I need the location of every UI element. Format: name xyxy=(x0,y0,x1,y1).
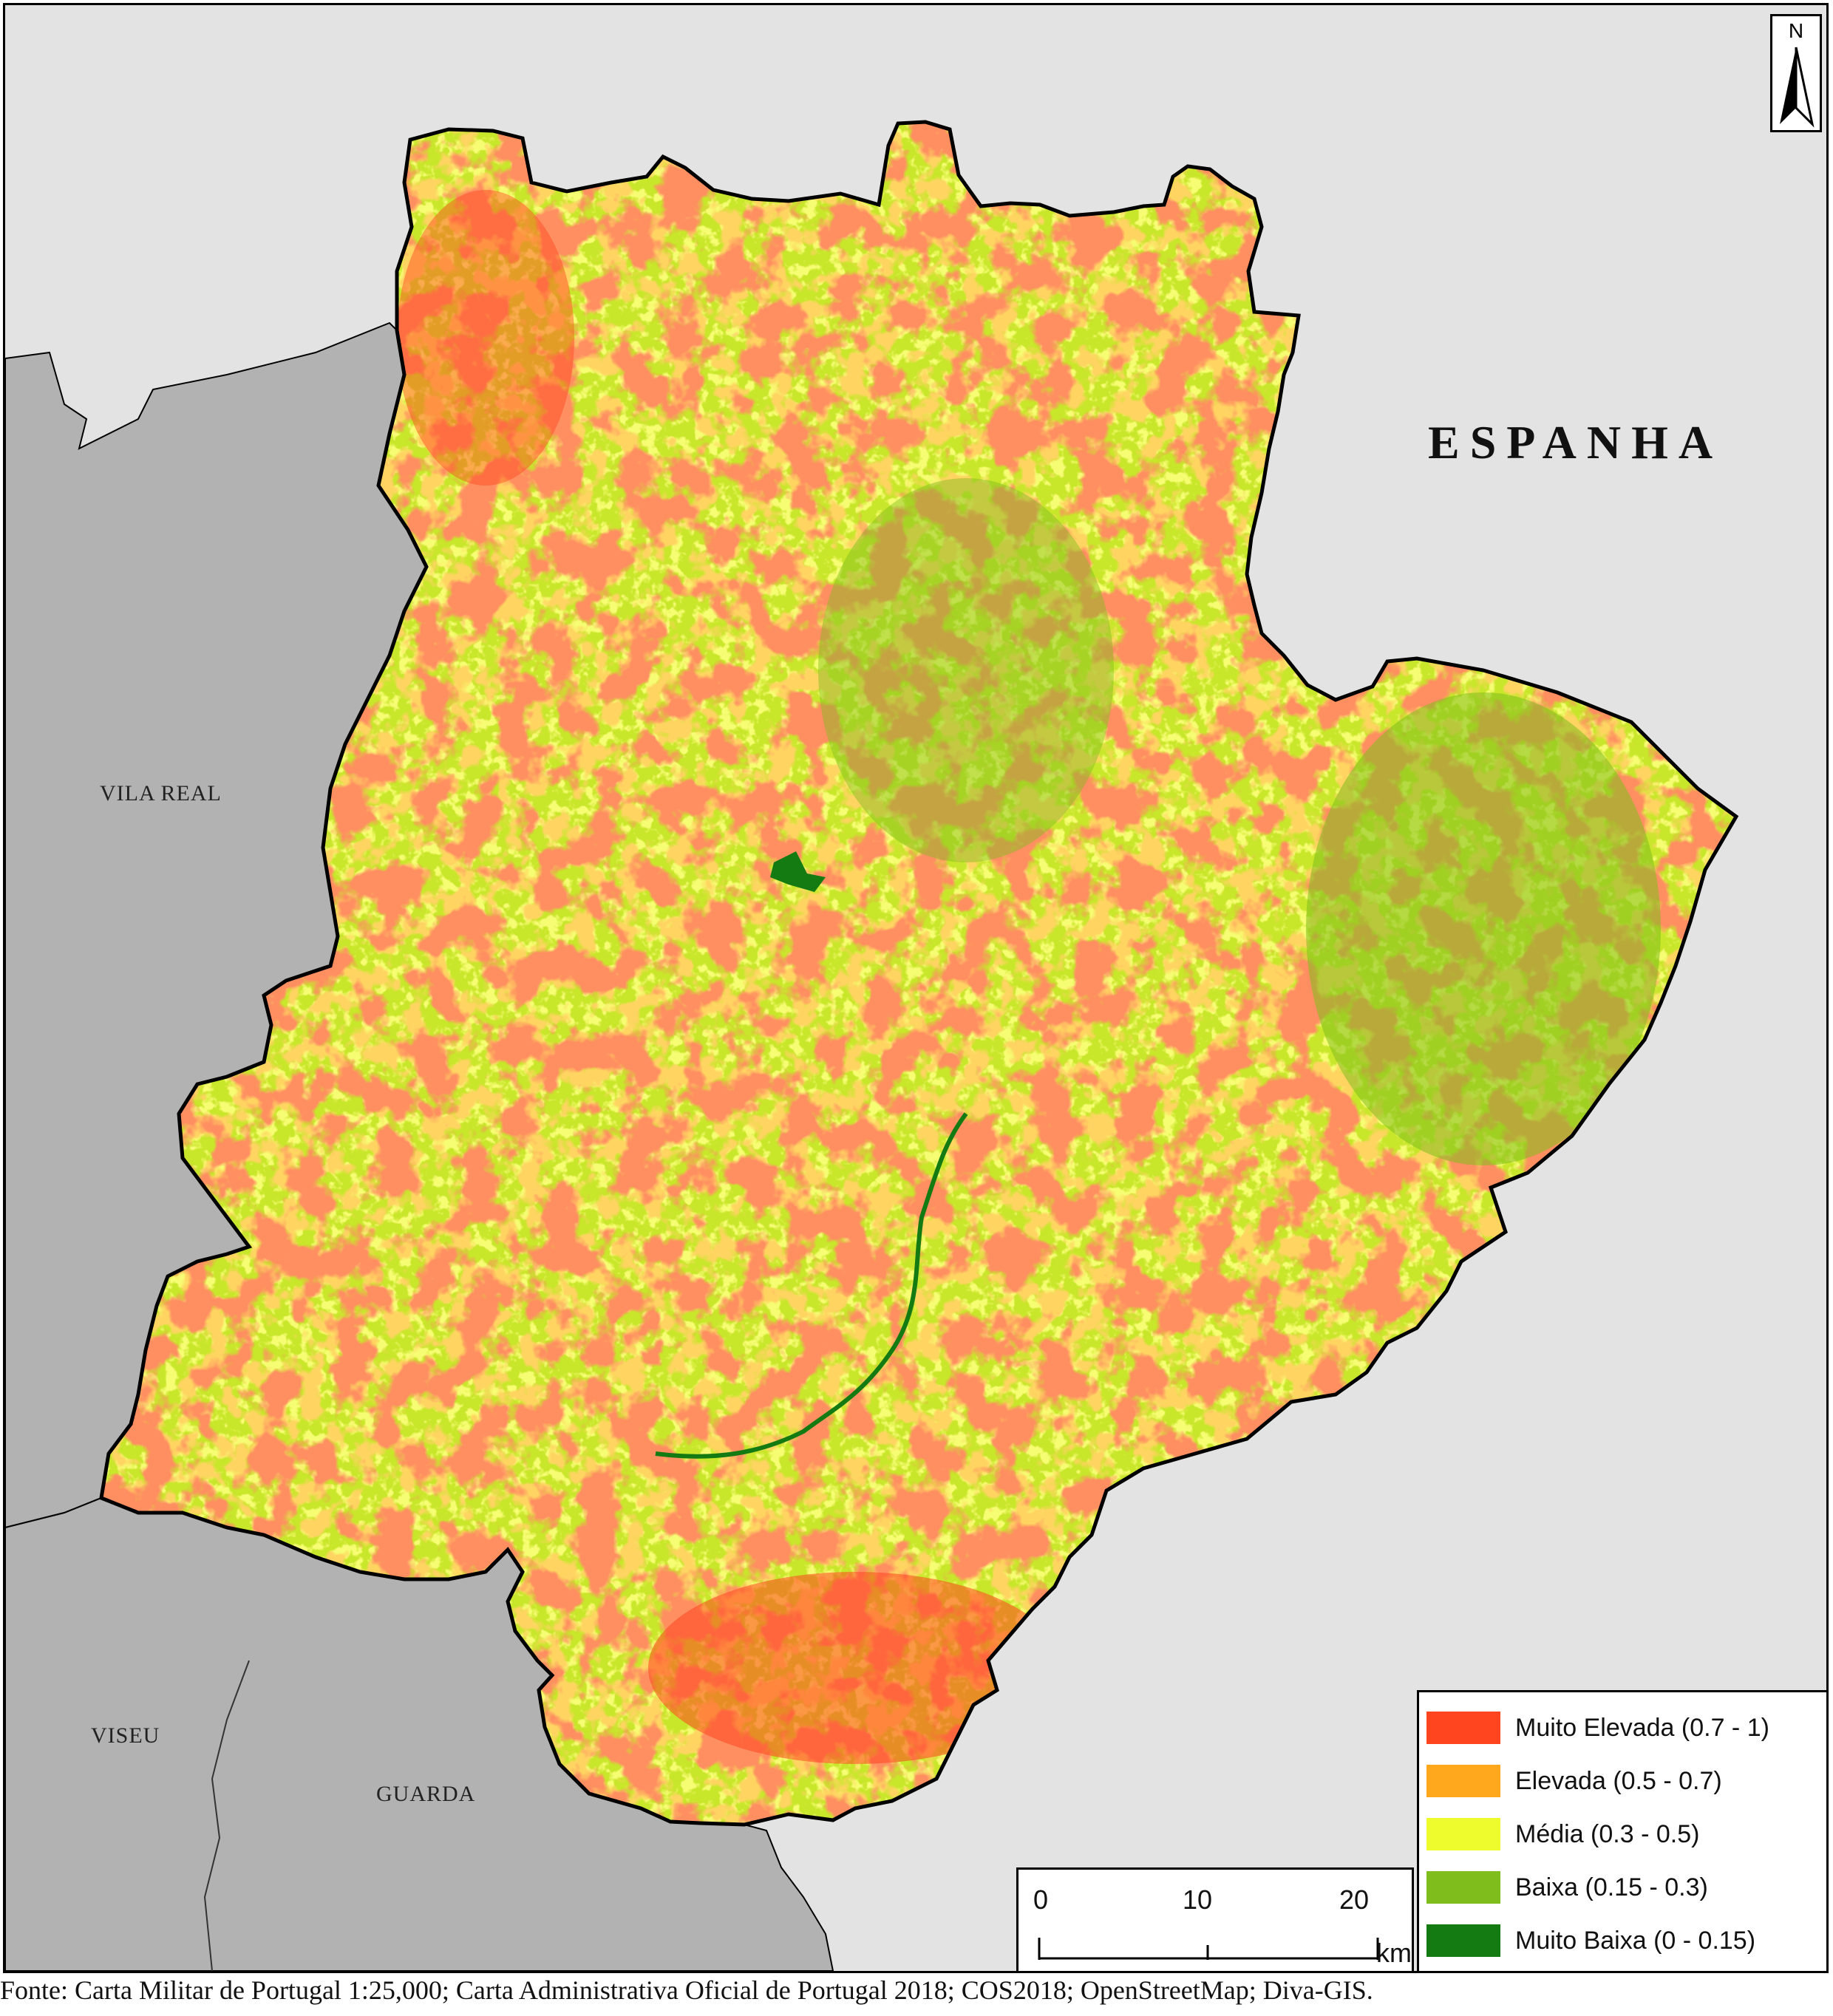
legend-item-media: Média (0.3 - 0.5) xyxy=(1426,1808,1823,1861)
map-canvas xyxy=(5,5,1826,1971)
north-arrow-icon xyxy=(1780,47,1815,128)
scale-line xyxy=(1038,1938,1379,1960)
legend-label: Baixa (0.15 - 0.3) xyxy=(1515,1873,1708,1901)
legend-label: Elevada (0.5 - 0.7) xyxy=(1515,1766,1722,1795)
region-label-vila-real: VILA REAL xyxy=(100,781,222,806)
country-label-spain: ESPANHA xyxy=(1428,416,1724,469)
river xyxy=(655,1112,968,1459)
legend-item-muito-elevada: Muito Elevada (0.7 - 1) xyxy=(1426,1701,1823,1754)
legend-swatch xyxy=(1426,1871,1500,1904)
legend-item-elevada: Elevada (0.5 - 0.7) xyxy=(1426,1754,1823,1808)
legend-swatch xyxy=(1426,1924,1500,1957)
legend-label: Muito Baixa (0 - 0.15) xyxy=(1515,1926,1756,1955)
legend-swatch xyxy=(1426,1712,1500,1744)
scale-unit: km xyxy=(1376,1938,1412,1968)
scale-label-0: 0 xyxy=(1033,1884,1049,1915)
map-frame: ESPANHA VILA REAL VISEU GUARDA N 0 10 20… xyxy=(3,3,1829,1973)
north-arrow: N xyxy=(1770,14,1822,132)
legend-item-baixa: Baixa (0.15 - 0.3) xyxy=(1426,1861,1823,1914)
scale-bar: 0 10 20 km xyxy=(1016,1867,1414,1971)
scale-label-10: 10 xyxy=(1183,1884,1213,1915)
north-letter: N xyxy=(1788,19,1804,42)
region-label-viseu: VISEU xyxy=(91,1723,160,1748)
legend-swatch xyxy=(1426,1818,1500,1850)
district-boundary-viseu-guarda xyxy=(203,1660,250,1971)
legend-item-muito-baixa: Muito Baixa (0 - 0.15) xyxy=(1426,1914,1823,1967)
region-label-guarda: GUARDA xyxy=(376,1782,476,1806)
legend-label: Muito Elevada (0.7 - 1) xyxy=(1515,1713,1769,1742)
legend: Muito Elevada (0.7 - 1) Elevada (0.5 - 0… xyxy=(1417,1690,1826,1971)
legend-swatch xyxy=(1426,1765,1500,1797)
source-caption: Fonte: Carta Militar de Portugal 1:25,00… xyxy=(0,1975,1373,2005)
legend-label: Média (0.3 - 0.5) xyxy=(1515,1819,1700,1848)
reservoir xyxy=(770,851,826,892)
scale-label-20: 20 xyxy=(1339,1884,1370,1915)
